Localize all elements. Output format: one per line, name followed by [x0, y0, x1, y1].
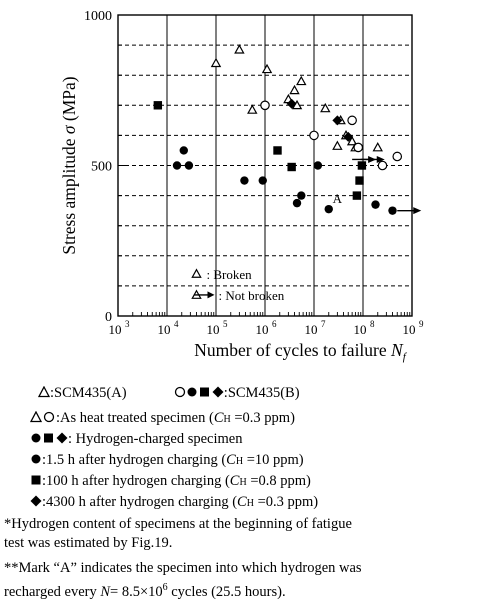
- x-tick-exponent: 3: [125, 319, 130, 329]
- annotation-a: A: [333, 191, 343, 206]
- x-tick-label: 10: [354, 322, 367, 337]
- square-filled-icon: [31, 475, 41, 485]
- sn-chart: 0 500 1000 10 3 10 4 10 5 10 6 10 7 10 8 10 9 : Broken: …: [59, 9, 424, 363]
- triangle-open-icon: [37, 385, 51, 398]
- x-tick-exponent: 4: [174, 319, 179, 329]
- filled-square-point: [273, 146, 282, 155]
- triangle-point: [320, 102, 331, 113]
- filled-circle-point: [297, 191, 306, 200]
- y-tick-label: 0: [105, 310, 112, 325]
- open-circle-point: [260, 100, 270, 111]
- legend-broken: : Broken: [207, 267, 253, 282]
- grid-lines: [118, 15, 412, 316]
- note-1-line-1: *Hydrogen content of specimens at the be…: [4, 516, 352, 532]
- filled-circle-point: [388, 206, 397, 215]
- triangle-point: [296, 75, 307, 86]
- x-tick-exponent: 6: [272, 319, 277, 329]
- figure-caption: :SCM435(A) :SCM435(B) :As heat treated s…: [0, 380, 487, 609]
- data-points: [153, 44, 422, 215]
- filled-circle-point: [292, 198, 302, 208]
- x-tick-label: 10: [158, 322, 171, 337]
- caption-h15: :1.5 h after hydrogen charging (CH =10 p…: [30, 452, 304, 470]
- filled-diamond-point: [332, 115, 343, 126]
- x-tick-label: 10: [109, 322, 122, 337]
- note-2-line-1: **Mark “A” indicates the specimen into w…: [4, 560, 362, 576]
- caption-hydrogen-charged: : Hydrogen-charged specimen: [30, 431, 242, 448]
- filled-circle-point: [172, 161, 182, 170]
- filled-circle-point: [184, 161, 194, 170]
- triangle-point: [247, 104, 258, 114]
- filled-circle-point: [313, 161, 323, 170]
- triangle-point: [191, 268, 202, 278]
- filled-circle-point: [324, 204, 333, 214]
- y-tick-label: 500: [91, 160, 112, 175]
- filled-circle-point: [179, 146, 188, 155]
- not-broken-arrow: [397, 207, 422, 215]
- axes: [117, 14, 413, 317]
- diamond-filled-icon: [30, 495, 42, 507]
- legend-scm435a: :SCM435(A): [50, 385, 127, 401]
- not-broken-arrow: [360, 155, 385, 163]
- triangle-point: [289, 84, 300, 95]
- legend-arrow-icon: [194, 291, 215, 299]
- y-tick-label: 1000: [84, 9, 112, 24]
- open-circle-point: [392, 151, 403, 162]
- circle-filled-icon: [31, 454, 41, 464]
- triangle-point: [234, 44, 245, 54]
- caption-heat-treated: :As heat treated specimen (CH =0.3 ppm): [29, 410, 295, 428]
- filled-circle-point: [371, 200, 380, 209]
- filled-square-point: [355, 176, 364, 185]
- y-axis-label: Stress amplitude σ (MPa): [59, 76, 79, 254]
- markers-b-icon: [174, 386, 224, 398]
- open-circle-point: [377, 160, 388, 171]
- triangle-point: [346, 135, 358, 146]
- caption-h100: :100 h after hydrogen charging (CH =0.8 …: [30, 473, 311, 491]
- caption-h4300: :4300 h after hydrogen charging (CH =0.3…: [30, 494, 318, 512]
- triangle-point: [332, 140, 343, 150]
- x-tick-label: 10: [207, 322, 220, 337]
- open-markers-icon: [29, 410, 55, 423]
- legend-scm435b: :SCM435(B): [223, 385, 300, 401]
- legend: : Broken : Not broken: [191, 267, 285, 303]
- note-1-line-2: test was estimated by Fig.19.: [4, 535, 173, 551]
- filled-circle-point: [258, 176, 267, 185]
- x-tick-label: 10: [256, 322, 269, 337]
- filled-square-point: [357, 161, 367, 170]
- legend-not-broken: : Not broken: [219, 288, 285, 303]
- filled-square-point: [287, 162, 296, 172]
- x-tick-exponent: 5: [223, 319, 228, 329]
- x-tick-exponent: 8: [370, 319, 375, 329]
- filled-square-point: [352, 191, 362, 200]
- x-tick-exponent: 9: [419, 319, 424, 329]
- open-circle-point: [353, 142, 364, 153]
- x-tick-label: 10: [403, 322, 416, 337]
- x-tick-exponent: 7: [321, 319, 326, 329]
- filled-diamond-point: [343, 131, 354, 142]
- caption-legend-row: :SCM435(A) :SCM435(B): [37, 385, 300, 402]
- triangle-point: [210, 57, 222, 68]
- open-circle-point: [309, 130, 319, 141]
- open-circle-point: [347, 115, 357, 126]
- x-axis-label: Number of cycles to failure Nf: [194, 340, 408, 363]
- x-tick-label: 10: [305, 322, 318, 337]
- filled-circle-point: [240, 176, 249, 185]
- filled-markers-icon: [31, 432, 68, 444]
- note-2-line-2: recharged every N= 8.5×106 cycles (25.5 …: [4, 582, 286, 600]
- filled-square-point: [153, 101, 163, 110]
- triangle-point: [261, 63, 273, 74]
- triangle-point: [372, 142, 383, 152]
- filled-diamond-point: [286, 98, 297, 109]
